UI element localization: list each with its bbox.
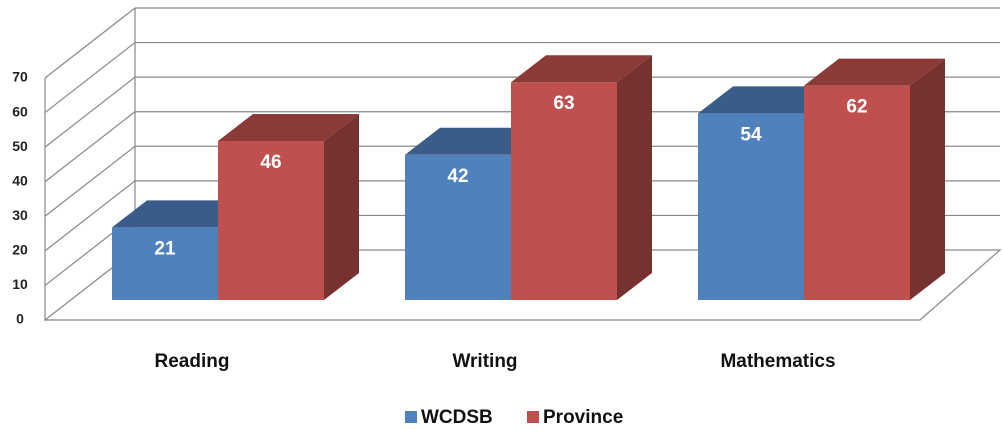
bar-front xyxy=(112,227,218,300)
bar-top xyxy=(218,113,359,141)
x-tick-label: Mathematics xyxy=(720,351,835,372)
grid-line xyxy=(44,145,136,217)
legend-label: Province xyxy=(543,407,623,428)
legend-label: WCDSB xyxy=(421,407,493,428)
value-label: 42 xyxy=(447,166,468,187)
grid-line xyxy=(44,180,136,252)
bar-top xyxy=(804,58,945,86)
y-tick-label: 20 xyxy=(12,242,28,258)
x-tick-label: Writing xyxy=(452,351,517,372)
y-tick-label: 60 xyxy=(12,103,28,119)
bar-front xyxy=(405,154,511,300)
bar-side xyxy=(324,113,359,300)
grid-line xyxy=(44,7,136,79)
x-tick-label: Reading xyxy=(155,351,230,372)
grid-line xyxy=(44,111,136,183)
bar-side xyxy=(617,55,652,301)
y-tick-label: 70 xyxy=(12,69,28,85)
bar-front xyxy=(804,85,910,301)
bar-front xyxy=(698,113,804,300)
y-tick-label: 10 xyxy=(12,276,28,292)
legend-swatch xyxy=(405,411,417,423)
bar-top xyxy=(405,127,546,155)
y-tick-label: 40 xyxy=(12,172,28,188)
legend-swatch xyxy=(527,411,539,423)
bar-top xyxy=(112,200,253,228)
value-label: 63 xyxy=(553,93,574,114)
bar-top xyxy=(511,55,652,83)
bar-side xyxy=(910,58,945,301)
value-label: 54 xyxy=(740,124,762,145)
y-tick-label: 50 xyxy=(12,138,28,154)
grid-line xyxy=(44,42,136,114)
bar-front xyxy=(511,82,617,300)
grid-line xyxy=(44,76,136,148)
y-tick-label: 0 xyxy=(16,311,24,327)
value-label: 62 xyxy=(846,97,867,118)
bar-front xyxy=(218,140,324,300)
bar-top xyxy=(698,86,839,114)
value-label: 21 xyxy=(154,238,176,259)
floor xyxy=(43,249,1002,321)
y-tick-label: 30 xyxy=(12,207,28,223)
value-label: 46 xyxy=(260,152,281,173)
